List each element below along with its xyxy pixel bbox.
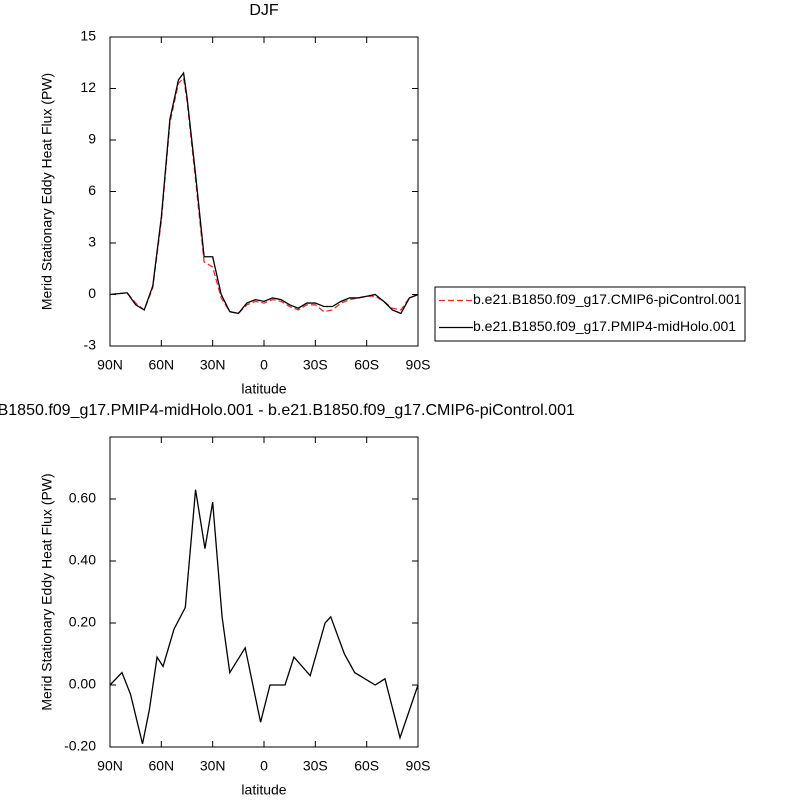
x-axis-label: latitude [241,381,286,397]
x-tick-label: 90S [406,758,431,774]
legend-box [434,286,746,342]
y-tick-label: 0.00 [69,676,96,692]
y-tick-label: 0.40 [69,552,96,568]
y-axis-label: Merid Stationary Eddy Heat Flux (PW) [39,73,55,310]
x-tick-label: 60S [354,357,379,373]
y-axis-label: Merid Stationary Eddy Heat Flux (PW) [39,473,55,710]
y-tick-label: 0.20 [69,614,96,630]
x-tick-label: 60N [148,357,174,373]
x-tick-label: 30S [303,758,328,774]
y-tick-label: 6 [88,182,96,198]
x-tick-label: 0 [260,357,268,373]
chart-title: DJF [249,2,279,19]
y-tick-label: 12 [80,79,96,95]
data-line [109,489,419,745]
x-tick-label: 90N [97,357,123,373]
plot-frame [109,36,419,347]
x-tick-label: 60S [354,758,379,774]
legend-label: b.e21.B1850.f09_g17.CMIP6-piControl.001 [473,291,742,307]
x-tick-label: 0 [260,758,268,774]
chart-title: b.e21.B1850.f09_g17.PMIP4-midHolo.001 - … [0,402,575,419]
data-line [109,71,419,315]
plot-frame [109,436,419,748]
y-tick-label: 0.60 [69,490,96,506]
y-tick-label: 0 [88,285,96,301]
y-tick-label: -0.20 [64,738,96,754]
x-axis-label: latitude [241,782,286,798]
x-tick-label: 30N [200,758,226,774]
x-tick-label: 30S [303,357,328,373]
x-tick-label: 90N [97,758,123,774]
data-line [109,76,419,315]
x-tick-label: 30N [200,357,226,373]
legend-label: b.e21.B1850.f09_g17.PMIP4-midHolo.001 [473,318,736,334]
y-tick-label: 9 [88,131,96,147]
x-tick-label: 90S [406,357,431,373]
x-tick-label: 60N [148,758,174,774]
y-tick-label: 3 [88,234,96,250]
y-tick-label: -3 [84,337,97,353]
y-tick-label: 15 [80,28,96,44]
